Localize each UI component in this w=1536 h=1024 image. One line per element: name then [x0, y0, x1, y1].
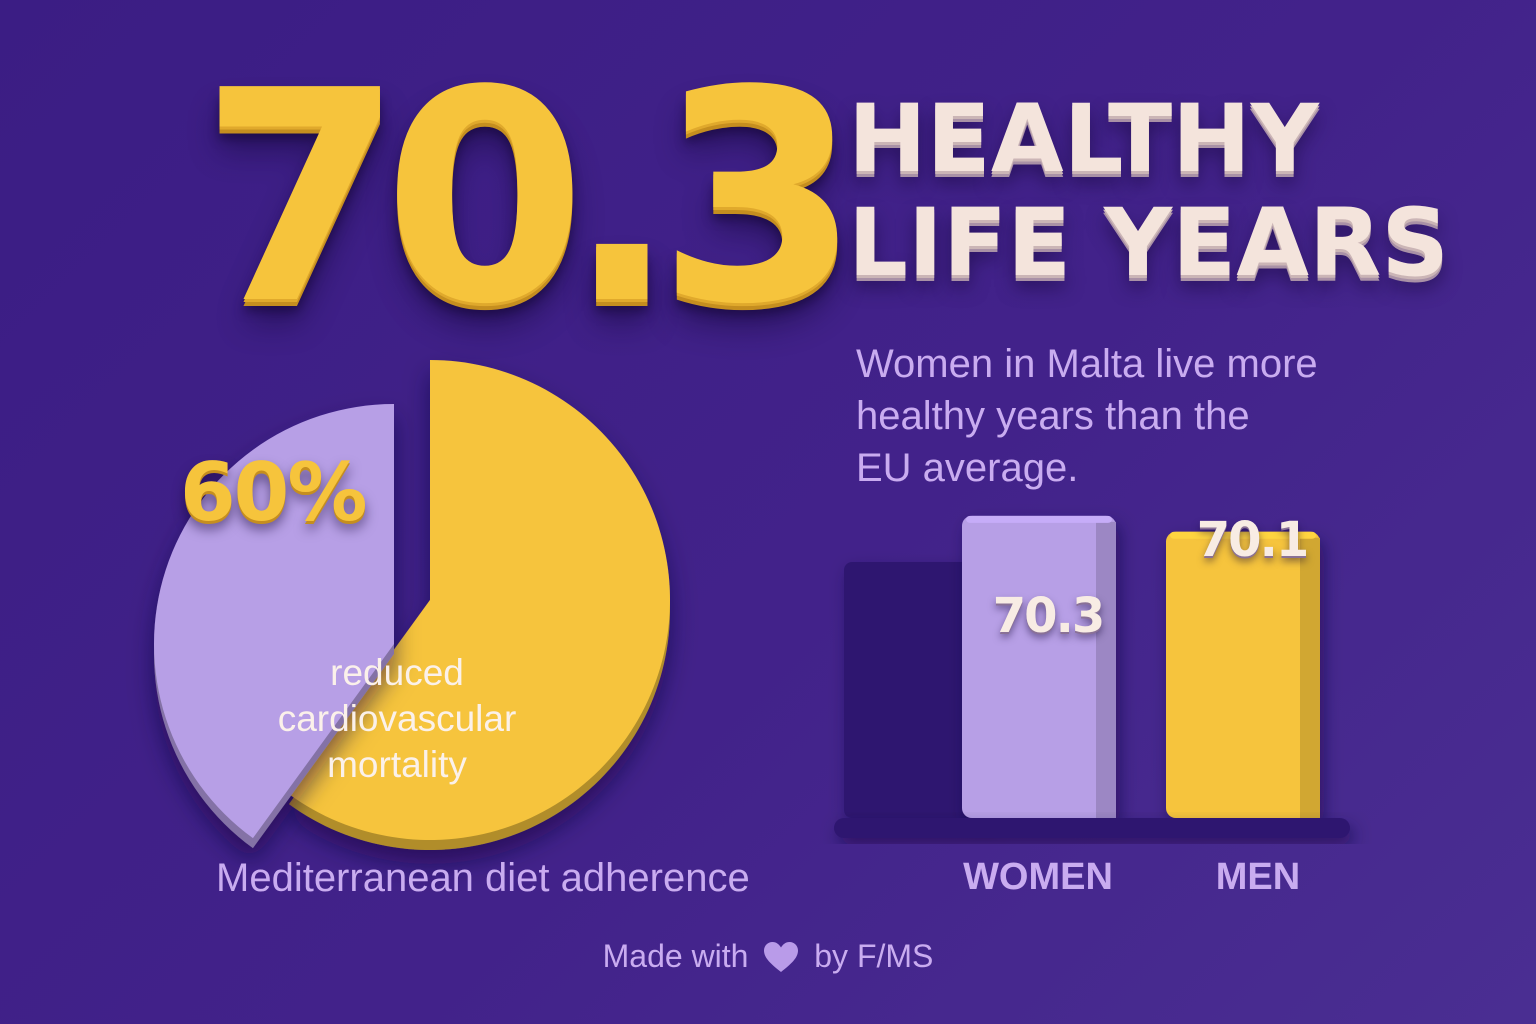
pie-slice-face — [154, 404, 394, 839]
pie-slice-label-yellow: 60% — [180, 446, 367, 539]
bar-value-label-men: 70.1 — [1196, 512, 1309, 568]
pie-caption: Mediterranean diet adherence — [216, 856, 750, 900]
pie-slice-yellow — [288, 360, 670, 850]
footer-by: by F/MS — [814, 938, 934, 974]
subtitle-line-1: Women in Malta live more — [856, 342, 1318, 386]
bar-face — [1166, 531, 1320, 818]
reference-bar — [844, 562, 994, 818]
subtitle-line-3: EU average. — [856, 446, 1079, 490]
headline-line-1: HEALTHY — [848, 85, 1319, 194]
pie-chart — [154, 360, 670, 850]
headline: HEALTHY LIFE YEARS — [848, 85, 1450, 298]
bar-side — [1096, 521, 1116, 818]
category-label-men: MEN — [1215, 856, 1301, 898]
bar-baseline — [834, 818, 1350, 838]
subtitle: Women in Malta live more healthy years t… — [856, 338, 1416, 494]
bar-women — [962, 515, 1116, 818]
pie-label-line-1: reduced — [330, 652, 464, 693]
hero-number: 70.3 — [200, 28, 860, 368]
heart-icon — [763, 941, 799, 981]
bar-chart — [834, 515, 1350, 838]
subtitle-line-2: healthy years than the — [856, 394, 1250, 438]
headline-line-2: LIFE YEARS — [848, 189, 1450, 298]
pie-label-line-2: cardiovascular — [277, 698, 517, 739]
pie-slice-lavender — [154, 404, 394, 849]
footer-made-with: Made with — [602, 938, 749, 974]
pie-slice-label-lavender: reduced cardiovascular mortality — [232, 650, 562, 788]
bar-top-highlight — [966, 515, 1112, 523]
footer: Made with by F/MS — [0, 938, 1536, 981]
bar-top-highlight — [1170, 531, 1316, 539]
bar-value-label-women: 70.3 — [992, 588, 1105, 644]
pie-slice-face — [288, 360, 670, 840]
pie-label-line-3: mortality — [327, 744, 467, 785]
bar-side — [1300, 537, 1320, 818]
bar-men — [1166, 531, 1320, 818]
category-label-women: WOMEN — [963, 856, 1113, 898]
bar-face — [962, 515, 1116, 818]
